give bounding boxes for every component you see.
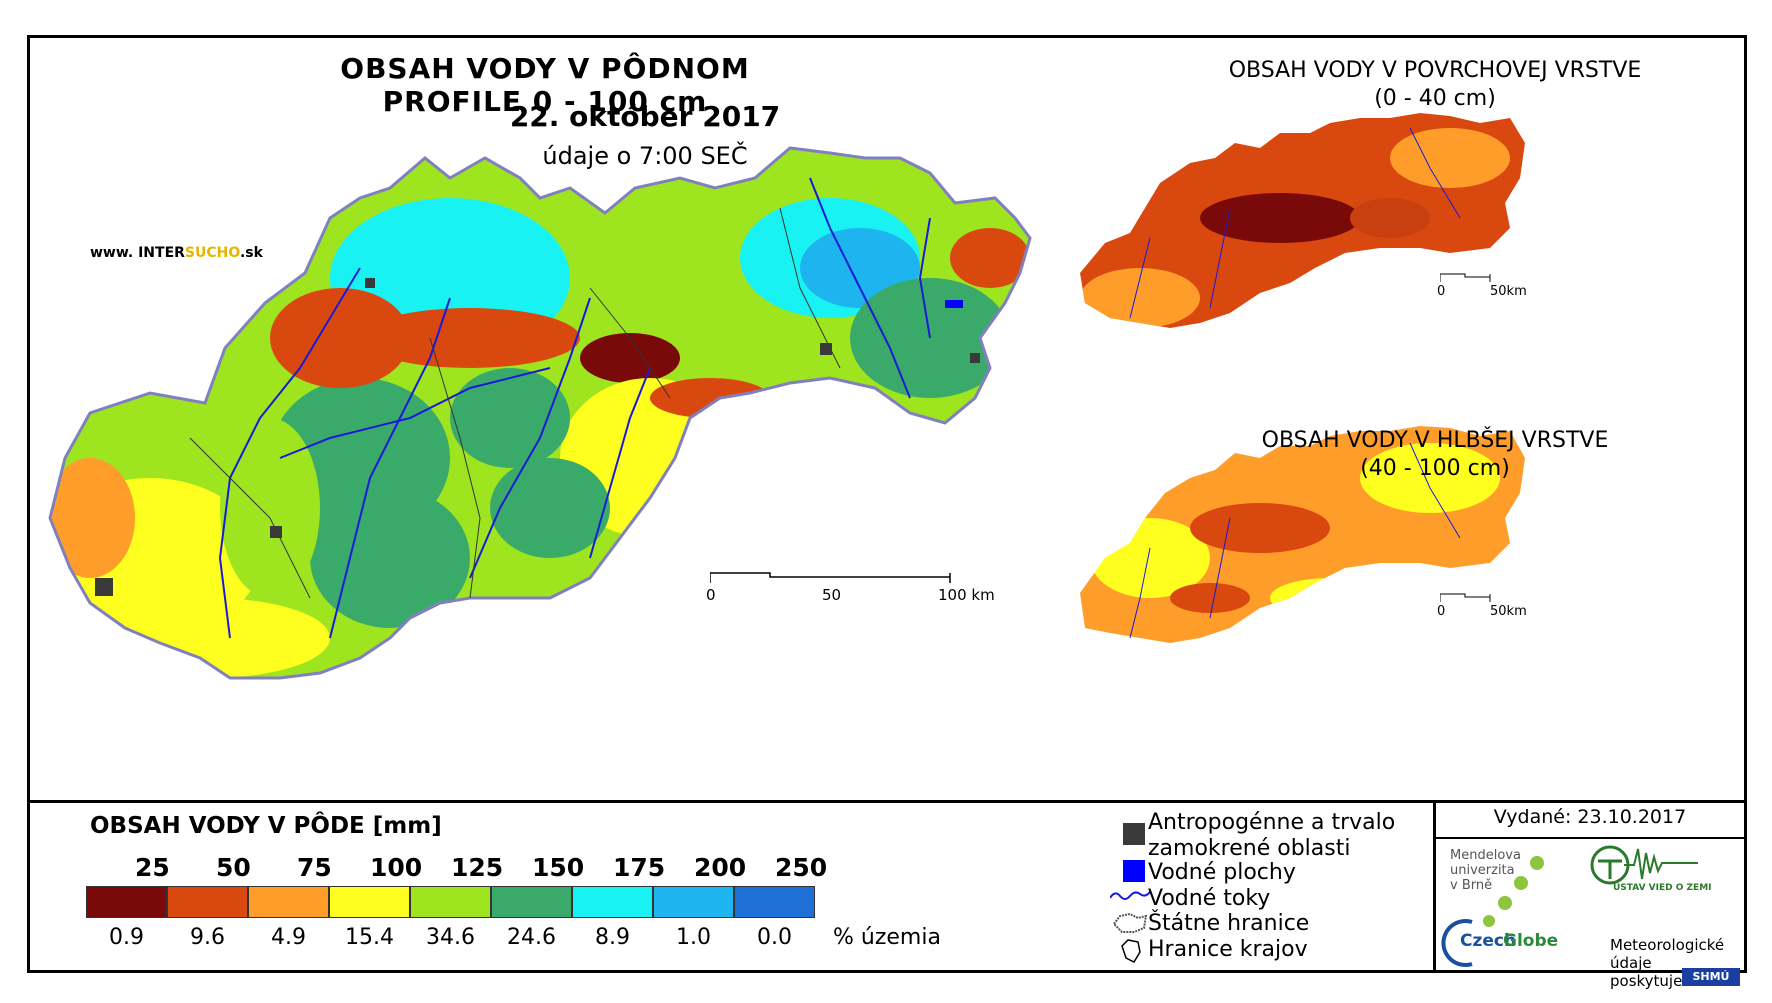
mendelu-text: univerzita [1450,863,1515,878]
website-highlight: SUCHO [184,245,240,261]
main-map-date: 22. október 2017 [509,100,781,133]
region-border-icon [1121,939,1141,963]
key-urban-line1: Antropogénne a trvalo [1148,810,1396,835]
mendelu-text: v Brně [1450,878,1493,893]
inset-bottom-scale-0: 0 [1437,604,1446,619]
website-prefix: www. INTER [90,245,185,261]
meteo-provider-text: Meteorologické údaje poskytuje: [1610,936,1724,990]
main-map-time-note: údaje o 7:00 SEČ [542,142,748,170]
issued-divider [1433,837,1744,839]
legend-swatch [167,886,248,918]
state-border-icon [1112,912,1148,933]
scale-label-50: 50 [822,586,842,604]
inset-bottom-scale-bar: 0 50km [1437,590,1560,630]
threshold-label: 175 [613,853,666,882]
percent-label: 34.6 [426,925,475,950]
percent-label: 9.6 [190,925,225,950]
logos-divider [1433,800,1436,970]
mendelu-dots-icon [1483,856,1544,927]
inset-top-subtitle: (0 - 40 cm) [1374,86,1496,111]
legend-swatch [248,886,329,918]
threshold-label: 75 [297,853,332,882]
river-line-icon [1110,891,1150,900]
percent-unit-label: % územia [833,925,941,950]
key-state-border: Štátne hranice [1148,911,1310,936]
meteo-line: poskytuje: [1610,972,1688,990]
urban-area-icon [1123,823,1145,845]
threshold-label: 125 [451,853,504,882]
seismograph-icon [1590,845,1698,885]
inset-top-scale-0: 0 [1437,284,1446,299]
inset-top-scale-bar: 0 50km [1437,270,1560,310]
threshold-label: 250 [775,853,828,882]
inset-map-deep [1080,426,1525,643]
threshold-label: 200 [694,853,747,882]
inset-top-scale-50: 50km [1490,284,1527,299]
percent-label: 15.4 [345,925,394,950]
threshold-label: 50 [216,853,251,882]
percent-label: 1.0 [676,925,711,950]
water-body-icon [1123,860,1145,882]
key-rivers: Vodné toky [1148,886,1271,911]
threshold-label: 100 [370,853,423,882]
inset-bottom-scale-50: 50km [1490,604,1527,619]
inset-bottom-subtitle: (40 - 100 cm) [1360,456,1510,481]
percent-label: 0.0 [757,925,792,950]
legend-swatch [491,886,572,918]
percent-label: 0.9 [109,925,144,950]
percent-label: 24.6 [507,925,556,950]
inset-top-title: OBSAH VODY V POVRCHOVEJ VRSTVE [1228,58,1642,83]
legend-swatch [734,886,815,918]
key-region-border: Hranice krajov [1148,937,1308,962]
legend-swatch [572,886,653,918]
inset-bottom-title: OBSAH VODY V HLBŠEJ VRSTVE [1261,428,1609,453]
percent-label: 4.9 [271,925,306,950]
meteo-line: Meteorologické [1610,936,1725,954]
legend-swatch [653,886,734,918]
czechglobe-text-globe: Globe [1503,931,1559,951]
website-link[interactable]: www. INTERSUCHO.sk [90,245,263,261]
czechglobe-arc-icon [1441,919,1473,967]
threshold-label: 150 [532,853,585,882]
website-suffix: .sk [239,245,263,261]
shmu-text: SHMÚ [1692,970,1730,983]
mendelu-text: Mendelova [1450,848,1521,863]
main-map-title: OBSAH VODY V PÔDNOM PROFILE 0 - 100 cm [340,52,750,118]
legend-title: OBSAH VODY V PÔDE [mm] [90,813,442,839]
issued-date: Vydané: 23.10.2017 [1493,806,1687,828]
key-urban-line2: zamokrené oblasti [1148,836,1351,861]
legend-swatch [410,886,491,918]
threshold-label: 25 [135,853,170,882]
legend-swatch [329,886,410,918]
meteo-line: údaje [1610,954,1652,972]
legend-divider [30,800,1744,803]
uvgz-text: ÚSTAV VIED O ZEMI [1613,883,1712,893]
key-water-bodies: Vodné plochy [1148,860,1296,885]
map-area: OBSAH VODY V PÔDNOM PROFILE 0 - 100 cm 2… [30,38,1744,800]
main-map [48,146,1032,680]
legend-swatch [86,886,167,918]
map-frame: OBSAH VODY V PÔDNOM PROFILE 0 - 100 cm 2… [27,35,1747,990]
inset-map-surface [1080,113,1525,328]
scale-label-0: 0 [706,586,716,604]
shmu-logo: SHMÚ [1682,968,1740,986]
scale-label-100: 100 km [938,586,995,604]
percent-label: 8.9 [595,925,630,950]
main-scale-bar: 0 50 100 km [706,568,1010,608]
czechglobe-text-czech: Czech [1460,931,1517,951]
